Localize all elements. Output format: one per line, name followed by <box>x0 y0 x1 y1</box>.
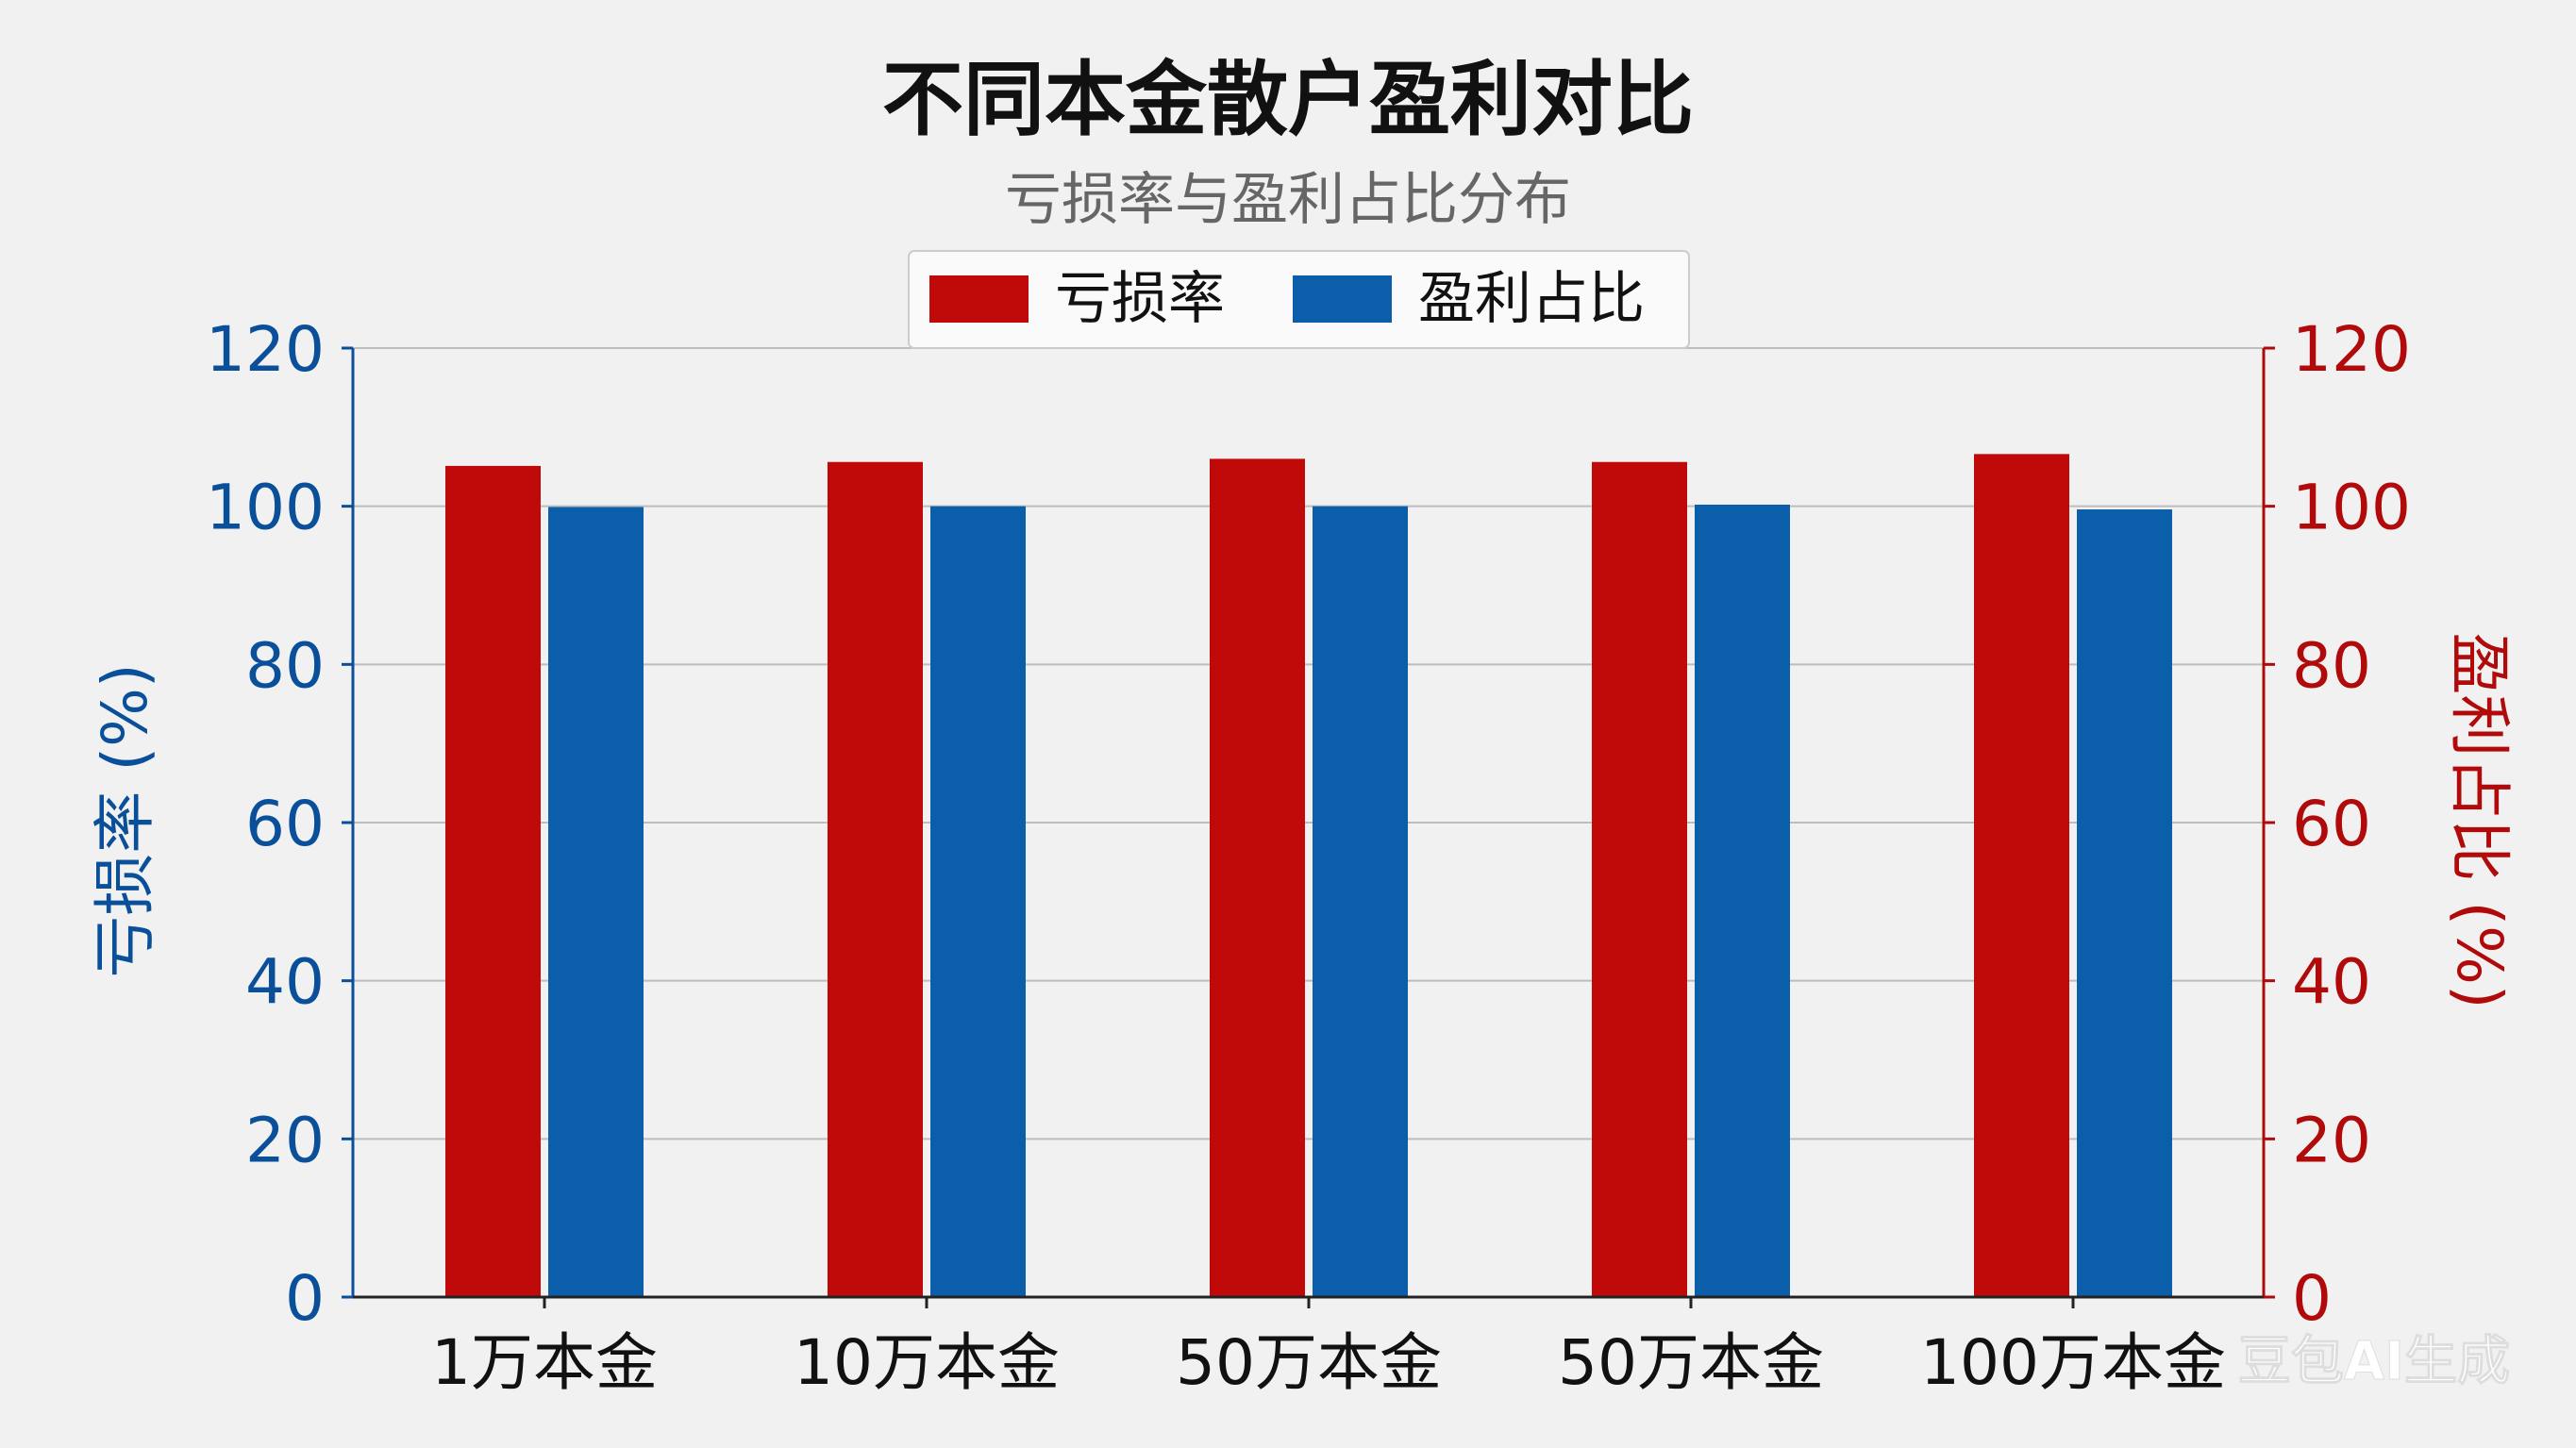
x-tick-label: 50万本金 <box>1176 1326 1442 1399</box>
legend-label-loss: 亏损率 <box>1055 266 1225 332</box>
bar-loss-rate <box>445 465 541 1298</box>
y-tick-label-right: 100 <box>2292 472 2411 544</box>
bar-profit-share <box>930 506 1026 1297</box>
bar-loss-rate <box>1974 454 2069 1297</box>
bar-loss-rate <box>828 461 923 1298</box>
axes: 0 0 20 20 40 40 60 60 80 80 100 100 120 120 1万本金 10万本金 5… <box>206 313 2411 1399</box>
legend-swatch-loss <box>929 275 1029 323</box>
bar-profit-share <box>1313 506 1408 1297</box>
legend: 亏损率 盈利占比 <box>908 250 1690 349</box>
y-tick-label-left: 120 <box>206 313 325 386</box>
y-tick-label-right: 60 <box>2292 788 2371 860</box>
y-tick-label-right: 120 <box>2292 313 2411 386</box>
y-tick-label-left: 60 <box>245 788 325 860</box>
bar-loss-rate <box>1210 458 1305 1297</box>
y-tick-label-right: 40 <box>2292 946 2371 1019</box>
y-tick-label-left: 40 <box>245 946 325 1019</box>
chart-title: 不同本金散户盈利对比 <box>882 53 1694 147</box>
y-tick-label-right: 80 <box>2292 629 2371 702</box>
bars <box>445 454 2172 1298</box>
y-tick-label-right: 0 <box>2292 1262 2332 1335</box>
bar-profit-share <box>2077 509 2172 1297</box>
x-tick-label: 50万本金 <box>1558 1326 1824 1399</box>
chart-subtitle: 亏损率与盈利占比分布 <box>1005 167 1571 233</box>
bar-loss-rate <box>1592 461 1687 1298</box>
y-tick-label-left: 20 <box>245 1104 325 1176</box>
x-tick-label: 1万本金 <box>431 1326 658 1399</box>
legend-label-profit: 盈利占比 <box>1418 266 1645 332</box>
y-axis-label-right: 盈利占比 (%) <box>2443 632 2516 1008</box>
y-tick-label-right: 20 <box>2292 1104 2371 1176</box>
y-tick-label-left: 100 <box>206 472 325 544</box>
x-tick-label: 10万本金 <box>794 1326 1060 1399</box>
y-axis-label-left: 亏损率 (%) <box>89 663 161 977</box>
y-tick-label-left: 80 <box>245 629 325 702</box>
bar-profit-share <box>548 507 644 1297</box>
legend-swatch-profit <box>1293 275 1392 323</box>
watermark: 豆包AI生成 <box>2238 1331 2510 1392</box>
x-tick-label: 100万本金 <box>1920 1326 2226 1399</box>
y-tick-label-left: 0 <box>285 1262 325 1335</box>
bar-profit-share <box>1695 504 1790 1297</box>
